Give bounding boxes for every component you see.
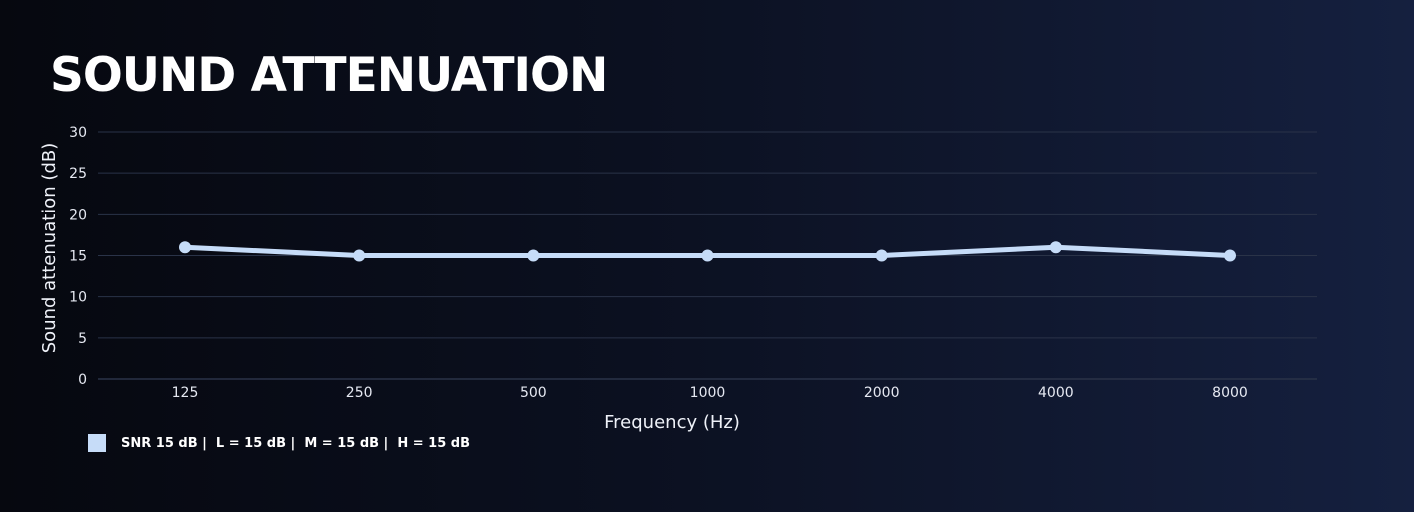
- data-point: [875, 249, 888, 262]
- y-tick-label: 20: [69, 207, 87, 223]
- x-tick-label: 2000: [864, 385, 900, 401]
- data-point: [179, 241, 191, 254]
- x-tick-label: 250: [346, 385, 373, 401]
- data-point: [701, 249, 714, 262]
- x-tick-label: 125: [172, 385, 199, 401]
- x-tick-label: 1000: [690, 385, 726, 401]
- data-points: [179, 241, 1236, 262]
- x-tick-labels: 125 250 500 1000 2000 4000 8000: [172, 385, 1248, 401]
- x-tick-label: 4000: [1038, 385, 1074, 401]
- x-tick-label: 500: [520, 385, 547, 401]
- y-tick-label: 25: [69, 166, 87, 182]
- x-tick-label: 8000: [1212, 385, 1248, 401]
- data-point: [527, 249, 540, 262]
- chart-title: SOUND ATTENUATION: [50, 48, 608, 103]
- data-point: [1224, 249, 1236, 262]
- y-tick-label: 10: [69, 290, 87, 306]
- legend-label: SNR 15 dB | L = 15 dB | M = 15 dB | H = …: [121, 435, 471, 451]
- y-tick-label: 15: [69, 249, 87, 265]
- legend-swatch: [88, 434, 106, 452]
- y-axis-title: Sound attenuation (dB): [39, 143, 60, 354]
- x-axis-title: Frequency (Hz): [604, 412, 740, 433]
- y-tick-label: 5: [78, 331, 87, 347]
- y-tick-labels: 0 5 10 15 20 25 30: [69, 125, 87, 388]
- y-tick-label: 30: [69, 125, 87, 141]
- gridlines: [98, 131, 1317, 380]
- data-point: [1049, 241, 1062, 254]
- y-tick-label: 0: [78, 372, 87, 388]
- data-point: [353, 249, 366, 262]
- legend: SNR 15 dB | L = 15 dB | M = 15 dB | H = …: [88, 434, 470, 452]
